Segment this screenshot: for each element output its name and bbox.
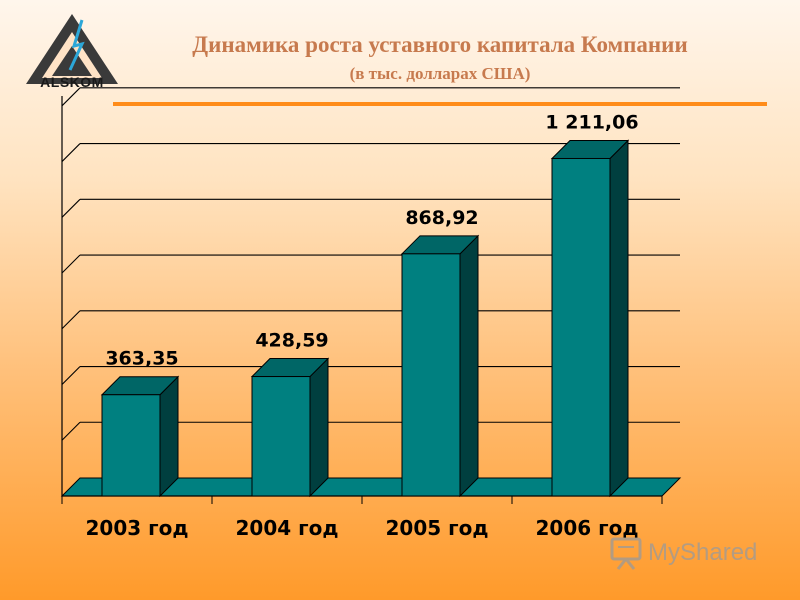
bar-side <box>159 375 179 498</box>
gridline-diagonal <box>61 366 81 385</box>
x-tick-label: 2006 год <box>536 516 639 540</box>
chart-x-tick-labels: 2003 год 2004 год 2005 год 2006 год <box>86 516 639 540</box>
gridline-diagonal <box>61 198 81 218</box>
bar <box>401 253 461 497</box>
gridline-diagonal <box>61 310 81 330</box>
data-label: 428,59 <box>255 330 328 352</box>
logo-text: ALSKOM <box>40 74 104 90</box>
gridline-diagonal <box>61 421 81 441</box>
data-label: 868,92 <box>405 207 478 229</box>
bar-side <box>459 234 479 498</box>
title-divider <box>113 102 767 106</box>
bar <box>101 394 161 497</box>
gridline-diagonal <box>61 143 81 162</box>
bar <box>251 376 311 497</box>
x-tick-label: 2004 год <box>236 516 339 540</box>
watermark: MyShared <box>608 535 778 575</box>
presentation-board-icon <box>610 537 642 570</box>
x-tick-label: 2003 год <box>86 516 189 540</box>
bar-side <box>609 139 629 498</box>
page-subtitle: (в тыс. долларах США) <box>349 64 531 83</box>
bar-side <box>309 357 329 498</box>
chart-value-labels: 363,35 428,59 868,92 1 211,06 <box>105 111 638 369</box>
logo-triangle-icon <box>26 14 118 84</box>
gridline-diagonal <box>61 87 81 107</box>
chart-bars <box>100 139 630 498</box>
gridline-diagonal <box>61 254 81 274</box>
data-label: 1 211,06 <box>545 111 638 133</box>
page-title: Динамика роста уставного капитала Компан… <box>192 32 688 57</box>
company-logo: ALSKOM <box>22 12 122 96</box>
x-tick-label: 2005 год <box>386 516 489 540</box>
watermark-text: MyShared <box>648 539 758 566</box>
data-label: 363,35 <box>105 348 178 370</box>
bar <box>551 157 611 497</box>
